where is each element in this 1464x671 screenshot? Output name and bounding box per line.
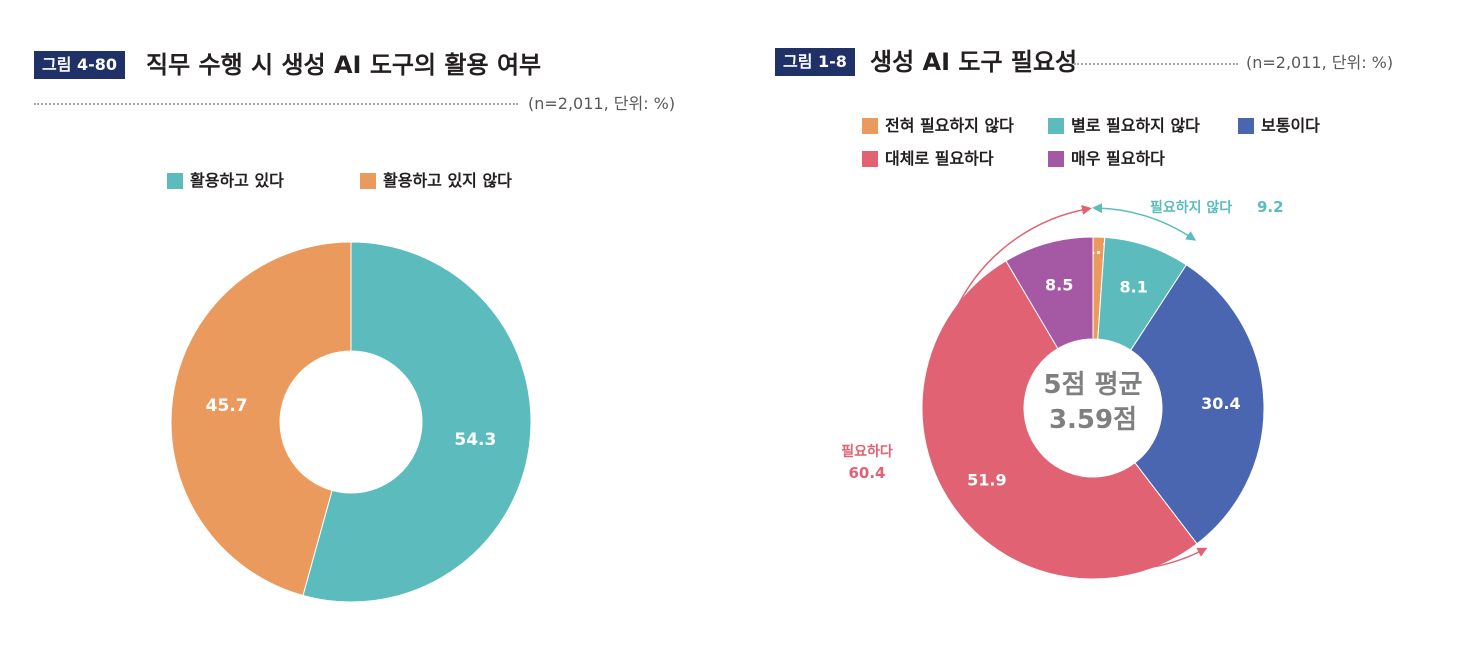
left-legend-label-not-using: 활용하고 있지 않다 (383, 171, 512, 190)
right-donut-center: 5점 평균 3.59점 (1044, 370, 1143, 435)
right-legend-item-mostly-needed: 대체로 필요하다 (862, 149, 994, 169)
right-legend-item-neutral: 보통이다 (1238, 116, 1320, 136)
left-legend-label-using: 활용하고 있다 (190, 171, 284, 190)
needed-bracket-label: 필요하다 (841, 443, 893, 460)
right-figure-title: 생성 AI 도구 필요성 (870, 48, 1078, 76)
left-donut-slice-0 (302, 241, 532, 603)
right-legend-item-not-at-all: 전혀 필요하지 않다 (862, 116, 1014, 136)
right-donut-value-label-3: 51.9 (967, 471, 1006, 490)
right-legend-item-not-really: 별로 필요하지 않다 (1048, 116, 1200, 136)
left-title-divider (34, 103, 518, 105)
right-legend-swatch-neutral (1238, 118, 1254, 134)
left-figure-badge: 그림 4-80 (34, 51, 126, 79)
left-donut-slice-1 (170, 241, 352, 597)
right-legend-label-mostly-needed: 대체로 필요하다 (885, 149, 994, 168)
right-legend-label-very-needed: 매우 필요하다 (1071, 149, 1165, 168)
left-legend-swatch-using (167, 173, 183, 189)
left-donut-chart: 54.3 45.7 (170, 241, 532, 603)
unneeded-bracket-value: 9.2 (1257, 198, 1284, 216)
right-legend-swatch-not-at-all (862, 118, 878, 134)
center-average-value: 3.59점 (1049, 405, 1137, 435)
unneeded-bracket-label: 필요하지 않다 (1150, 199, 1232, 216)
right-donut-value-label-2: 30.4 (1201, 394, 1240, 413)
left-figure-unit: (n=2,011, 단위: %) (528, 94, 676, 113)
needed-bracket-value: 60.4 (848, 464, 885, 482)
needed-bracket-arc (937, 205, 1208, 571)
left-legend-item-not-using: 활용하고 있지 않다 (360, 171, 512, 191)
right-legend-label-neutral: 보통이다 (1261, 116, 1320, 135)
right-legend-swatch-very-needed (1048, 151, 1064, 167)
right-title-divider (1074, 63, 1238, 65)
right-legend-swatch-mostly-needed (862, 151, 878, 167)
right-legend-label-not-really: 별로 필요하지 않다 (1071, 116, 1200, 135)
right-legend-label-not-at-all: 전혀 필요하지 않다 (885, 116, 1014, 135)
left-donut-value-label-1: 45.7 (206, 396, 248, 416)
right-figure-unit: (n=2,011, 단위: %) (1246, 53, 1394, 72)
left-donut-value-label-0: 54.3 (454, 430, 496, 450)
right-legend-swatch-not-really (1048, 118, 1064, 134)
left-figure-title: 직무 수행 시 생성 AI 도구의 활용 여부 (146, 51, 542, 79)
right-brackets: 필요하지 않다 9.2 필요하다 60.4 (841, 198, 1284, 571)
right-donut-value-label-1: 8.1 (1120, 278, 1148, 297)
right-legend-item-very-needed: 매우 필요하다 (1048, 149, 1165, 169)
right-figure-badge: 그림 1-8 (775, 48, 855, 76)
left-legend-item-using: 활용하고 있다 (167, 171, 284, 191)
right-donut-value-label-4: 8.5 (1045, 276, 1073, 295)
left-legend-swatch-not-using (360, 173, 376, 189)
center-average-label: 5점 평균 (1044, 370, 1143, 400)
